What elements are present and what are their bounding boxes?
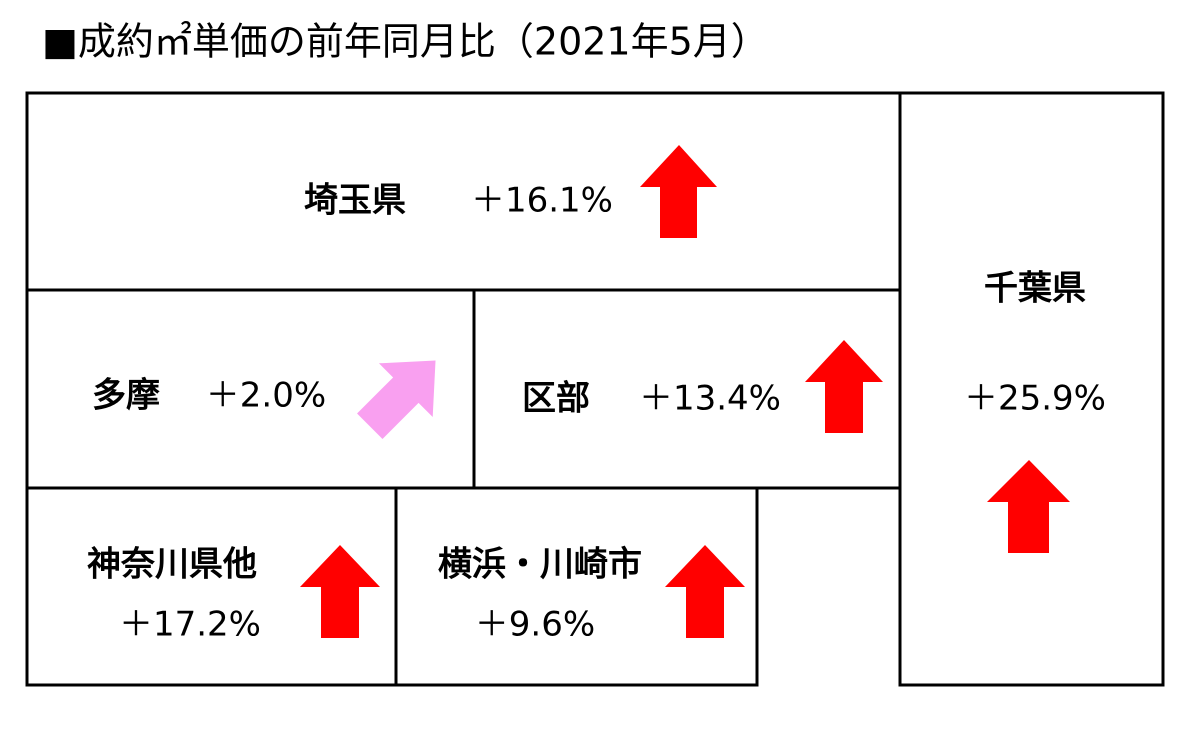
arrow-up [640, 145, 717, 238]
title: ■成約㎡単価の前年同月比（2021年5月） [42, 20, 769, 64]
region-name: 多摩 [92, 376, 160, 416]
region-change: ＋13.4% [639, 379, 781, 419]
box-saitama [25, 91, 902, 292]
region-name: 区部 [522, 379, 590, 419]
region-change: ＋9.6% [475, 605, 595, 645]
region-change: ＋16.1% [471, 181, 613, 221]
region-change: ＋2.0% [206, 376, 326, 416]
box-yokohama [394, 486, 759, 687]
grid [25, 91, 1165, 687]
arrows [300, 145, 1070, 638]
arrow-diagonal [357, 360, 436, 439]
region-name: 神奈川県他 [87, 545, 257, 585]
arrow-up [665, 545, 745, 638]
region-change: ＋25.9% [964, 379, 1106, 419]
arrow-up [987, 460, 1070, 553]
region-name: 横浜・川崎市 [438, 545, 642, 585]
region-change: ＋17.2% [119, 605, 261, 645]
arrow-up [805, 340, 883, 433]
arrow-up [300, 545, 380, 638]
region-name: 埼玉県 [304, 181, 406, 221]
region-name: 千葉県 [984, 269, 1086, 309]
